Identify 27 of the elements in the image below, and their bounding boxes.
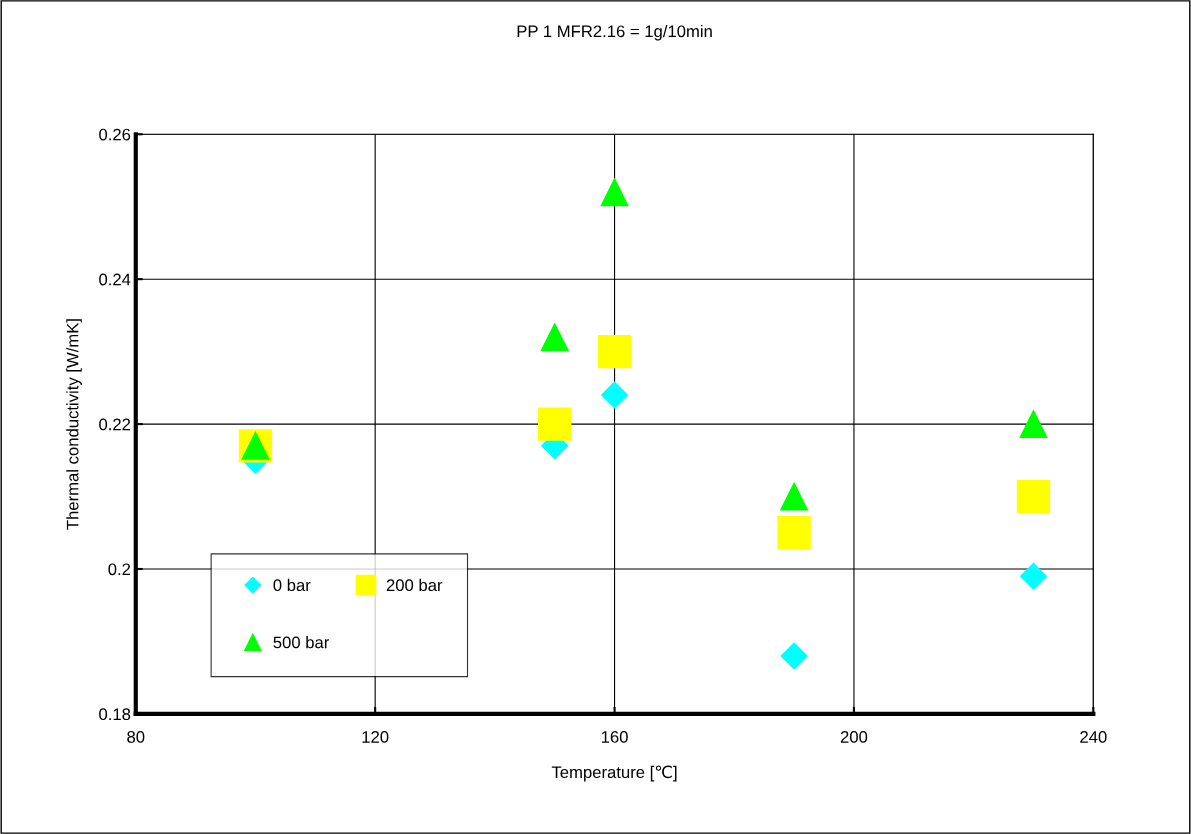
x-tick-label: 240 [1080,731,1107,743]
legend-label: 200 bar [386,578,443,592]
x-tick-label: 80 [127,731,145,743]
point [777,516,811,550]
point [1016,479,1051,514]
point [538,407,572,441]
x-tick-label: 200 [840,731,868,743]
y-tick-label: 0.18 [99,708,131,721]
point [597,334,632,369]
x-tick-label: 120 [362,731,389,743]
point [601,381,629,409]
y-axis-title: Thermal conductivity [W/mK] [66,319,82,530]
x-tick-label: 160 [601,731,628,743]
point [1019,410,1048,438]
y-tick-label: 0.24 [99,273,131,286]
point [600,178,629,207]
y-tick-label: 0.2 [108,563,131,576]
point [1020,562,1047,590]
point [540,323,569,352]
x-axis-title: Temperature [℃] [551,765,677,782]
point [780,642,808,670]
legend-label: 500 bar [273,636,330,649]
point [780,482,808,511]
chart-title: PP 1 MFR2.16 = 1g/10min [517,24,712,41]
legend-label: 0 bar [273,578,311,592]
y-tick-label: 0.26 [99,128,131,141]
y-tick-label: 0.22 [99,418,131,431]
